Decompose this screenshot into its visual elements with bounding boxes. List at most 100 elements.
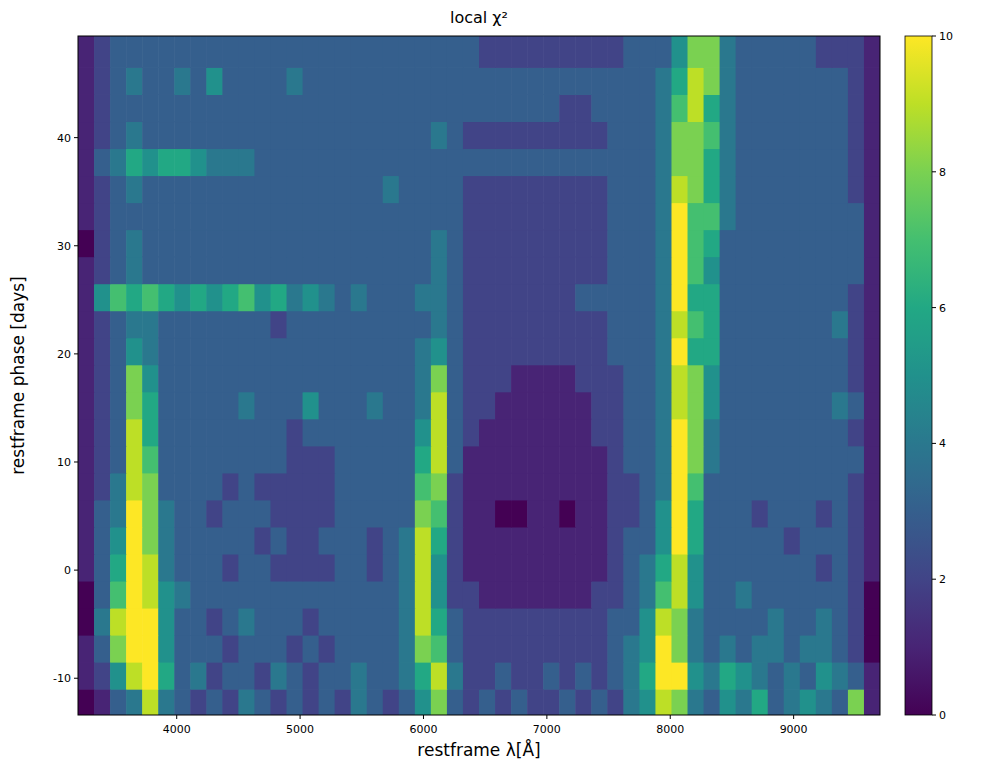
- heatmap-cell: [78, 148, 95, 176]
- heatmap-cell: [158, 635, 175, 663]
- heatmap-cell: [254, 419, 271, 447]
- heatmap-cell: [174, 230, 191, 258]
- heatmap-cell: [816, 446, 833, 474]
- heatmap-cell: [110, 67, 127, 95]
- heatmap-cell: [752, 689, 769, 715]
- heatmap-cell: [94, 392, 111, 420]
- heatmap-cell: [415, 608, 432, 636]
- heatmap-cell: [671, 121, 688, 149]
- heatmap-cell: [623, 311, 640, 339]
- heatmap-cell: [704, 527, 721, 555]
- heatmap-cell: [110, 554, 127, 582]
- heatmap-cell: [543, 446, 560, 474]
- heatmap-cell: [479, 257, 496, 285]
- heatmap-cell: [126, 662, 143, 690]
- heatmap-cell: [752, 230, 769, 258]
- heatmap-cell: [591, 148, 608, 176]
- heatmap-cell: [720, 36, 737, 68]
- heatmap-cell: [816, 581, 833, 609]
- heatmap-cell: [415, 311, 432, 339]
- heatmap-cell: [479, 689, 496, 715]
- heatmap-cell: [174, 419, 191, 447]
- heatmap-cell: [335, 67, 352, 95]
- heatmap-cell: [303, 338, 320, 366]
- heatmap-cell: [447, 148, 464, 176]
- heatmap-cell: [655, 635, 672, 663]
- heatmap-cell: [655, 608, 672, 636]
- heatmap-cell: [351, 257, 368, 285]
- heatmap-cell: [752, 121, 769, 149]
- heatmap-cell: [607, 554, 624, 582]
- heatmap-cell: [816, 392, 833, 420]
- heatmap-cell: [78, 230, 95, 258]
- heatmap-cell: [351, 284, 368, 312]
- heatmap-cell: [543, 554, 560, 582]
- heatmap-cell: [142, 175, 159, 203]
- heatmap-cell: [511, 500, 528, 528]
- heatmap-cell: [479, 338, 496, 366]
- heatmap-cell: [431, 338, 448, 366]
- heatmap-cell: [254, 689, 271, 715]
- heatmap-cell: [351, 67, 368, 95]
- heatmap-cell: [431, 257, 448, 285]
- heatmap-cell: [864, 230, 880, 258]
- heatmap-cell: [383, 230, 400, 258]
- heatmap-cell: [527, 148, 544, 176]
- heatmap-cell: [752, 392, 769, 420]
- heatmap-cell: [319, 608, 336, 636]
- heatmap-cell: [800, 635, 817, 663]
- heatmap-cell: [720, 203, 737, 231]
- heatmap-cell: [126, 365, 143, 393]
- heatmap-cell: [158, 446, 175, 474]
- heatmap-cell: [768, 67, 785, 95]
- heatmap-cell: [495, 94, 512, 122]
- heatmap-cell: [222, 36, 239, 68]
- heatmap-cell: [110, 338, 127, 366]
- heatmap-cell: [303, 94, 320, 122]
- heatmap-cell: [559, 581, 576, 609]
- heatmap-cell: [495, 230, 512, 258]
- heatmap-cell: [351, 581, 368, 609]
- heatmap-cell: [511, 148, 528, 176]
- heatmap-cell: [591, 36, 608, 68]
- heatmap-cell: [94, 608, 111, 636]
- heatmap-cell: [768, 581, 785, 609]
- y-tick-label: 20: [57, 348, 71, 361]
- heatmap-cell: [303, 36, 320, 68]
- heatmap-cell: [511, 230, 528, 258]
- heatmap-cell: [591, 527, 608, 555]
- heatmap-cell: [222, 446, 239, 474]
- heatmap-cell: [768, 311, 785, 339]
- heatmap-cell: [527, 500, 544, 528]
- heatmap-cell: [816, 635, 833, 663]
- heatmap-cell: [527, 446, 544, 474]
- heatmap-cell: [639, 338, 656, 366]
- heatmap-cell: [351, 121, 368, 149]
- heatmap-cell: [639, 662, 656, 690]
- heatmap-cell: [174, 554, 191, 582]
- heatmap-cell: [319, 284, 336, 312]
- heatmap-cell: [190, 581, 207, 609]
- heatmap-cell: [399, 67, 416, 95]
- heatmap-cell: [688, 94, 705, 122]
- heatmap-cell: [639, 230, 656, 258]
- heatmap-cell: [270, 446, 287, 474]
- heatmap-cell: [655, 392, 672, 420]
- heatmap-cell: [303, 662, 320, 690]
- heatmap-cell: [287, 446, 304, 474]
- heatmap-cell: [800, 338, 817, 366]
- heatmap-cell: [447, 230, 464, 258]
- heatmap-cell: [559, 473, 576, 501]
- heatmap-cell: [479, 36, 496, 68]
- heatmap-cell: [303, 230, 320, 258]
- heatmap-cell: [270, 662, 287, 690]
- heatmap-cell: [543, 635, 560, 663]
- heatmap-cell: [495, 392, 512, 420]
- heatmap-cell: [174, 148, 191, 176]
- heatmap-cell: [671, 284, 688, 312]
- heatmap-cell: [110, 257, 127, 285]
- heatmap-cell: [383, 527, 400, 555]
- heatmap-cell: [768, 635, 785, 663]
- heatmap-cell: [688, 311, 705, 339]
- heatmap-cell: [415, 500, 432, 528]
